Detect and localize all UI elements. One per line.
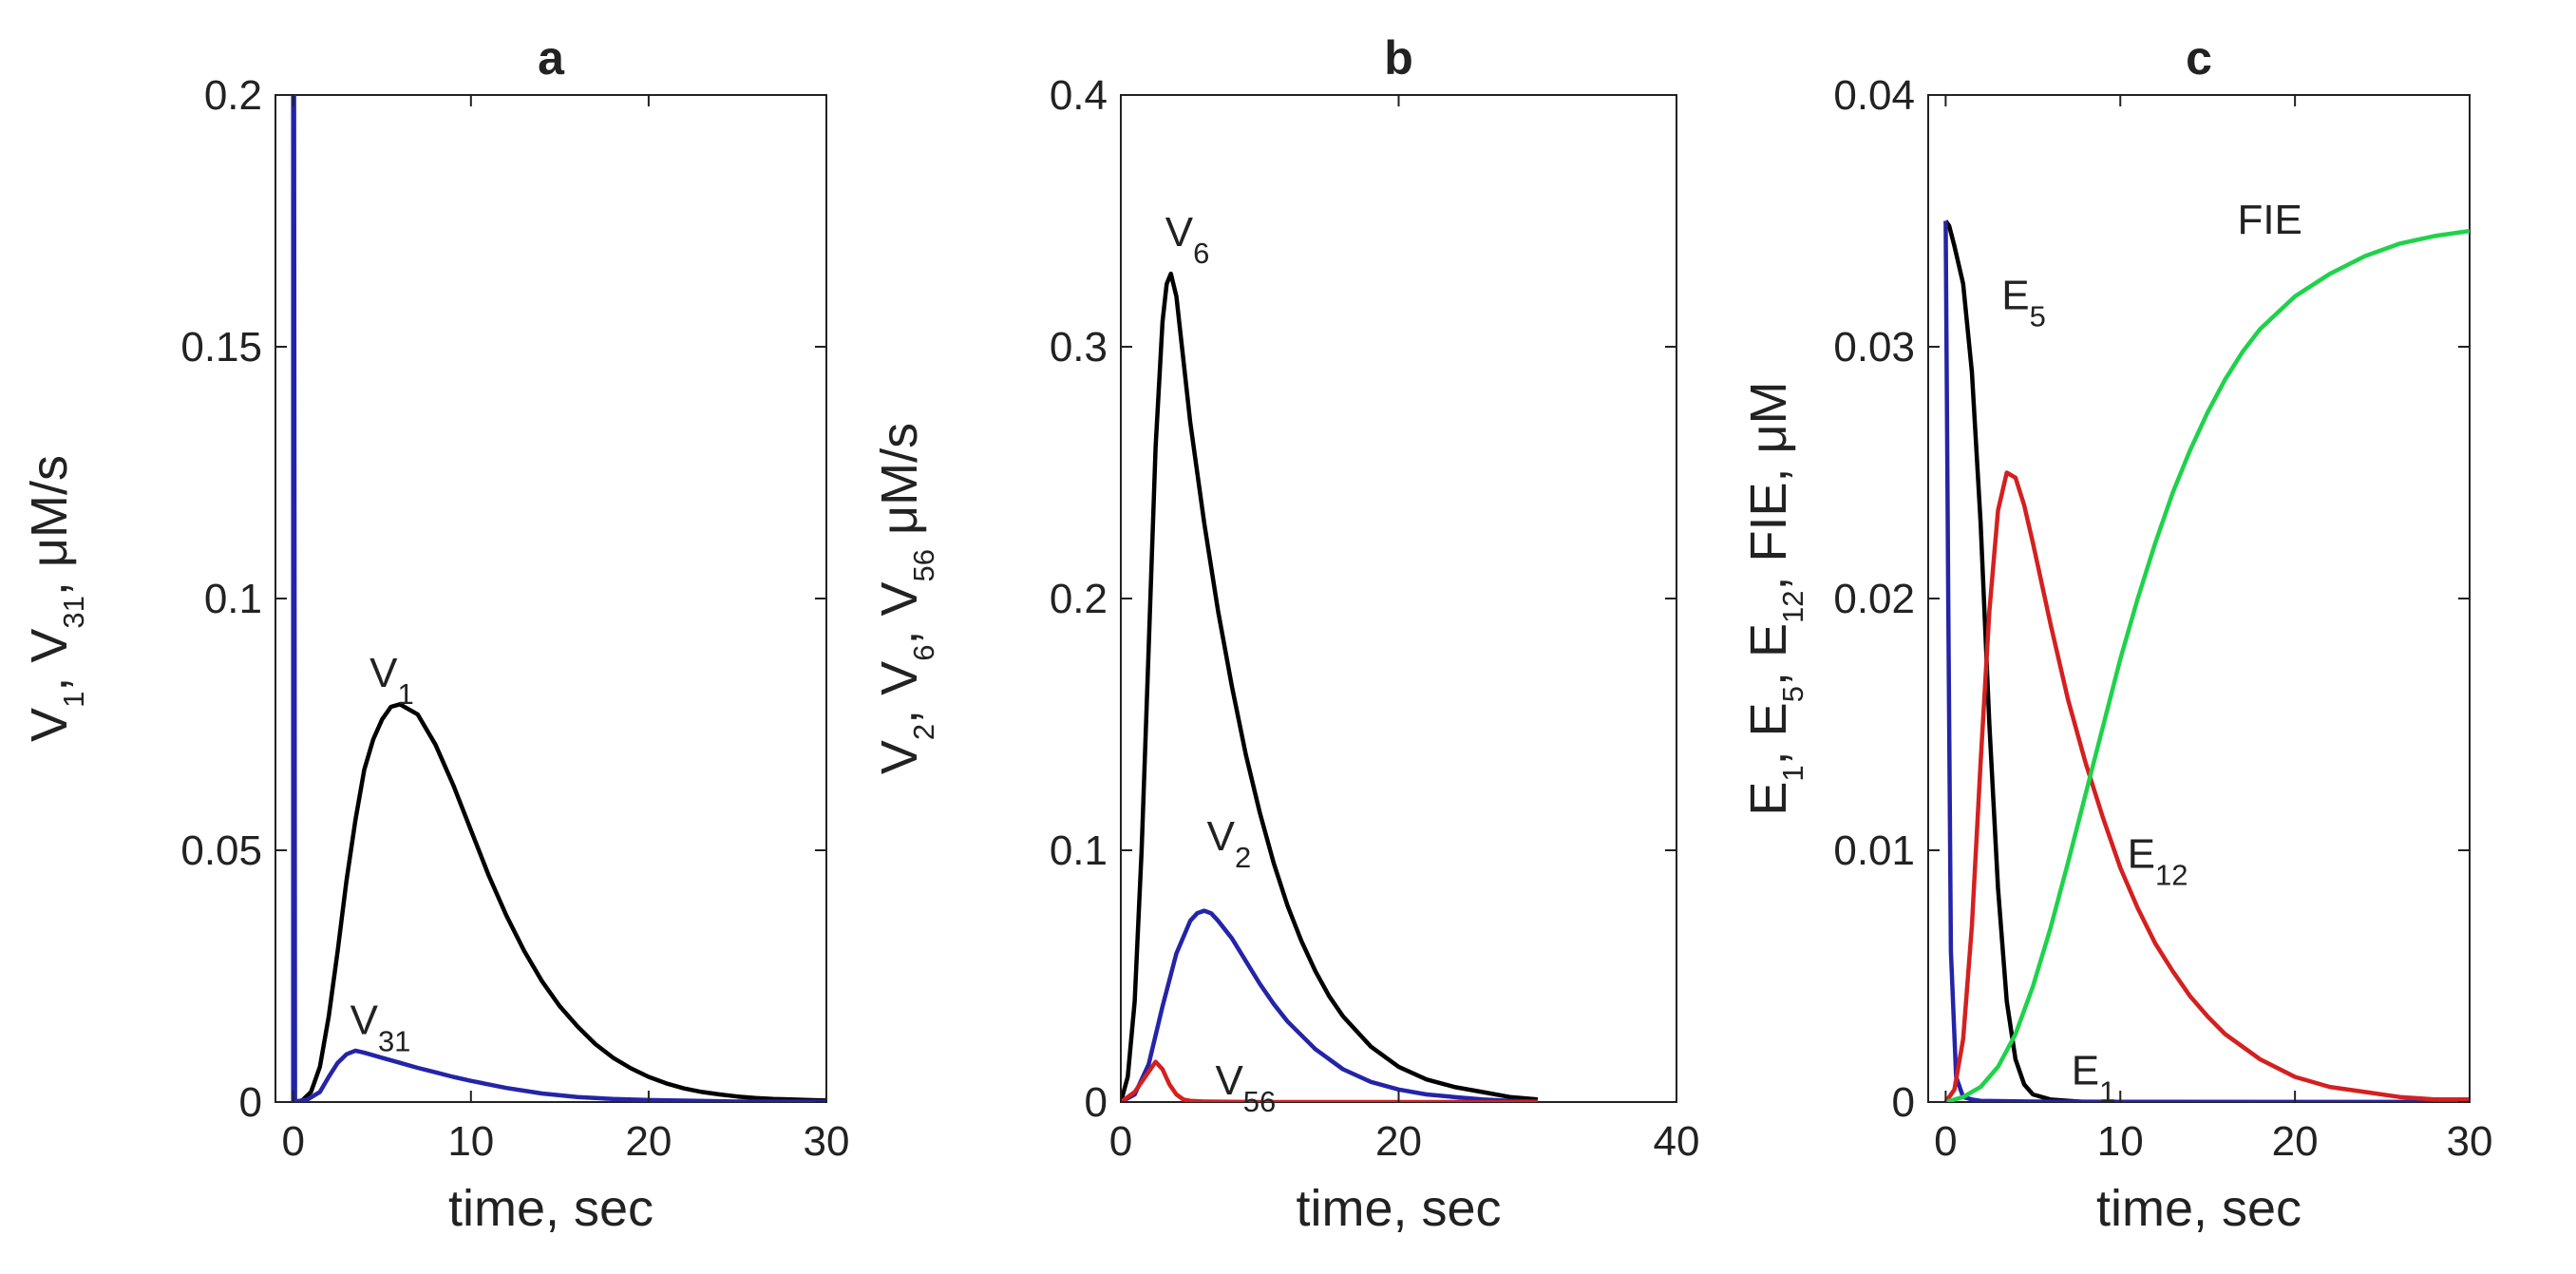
- series-annotation-v31: V31: [350, 997, 411, 1057]
- series-line-v31: [293, 1048, 826, 1102]
- series-annotation-v6: V6: [1165, 209, 1210, 270]
- plot-frame: [275, 94, 827, 1103]
- x-tick-label: 20: [625, 1118, 672, 1165]
- series-annotation-fie: FIE: [2237, 197, 2301, 243]
- y-tick-label: 0.1: [1050, 827, 1108, 874]
- x-tick-label: 0: [1934, 1118, 1957, 1165]
- y-tick-label: 0.03: [1833, 324, 1915, 371]
- y-tick-label: 0: [1085, 1079, 1108, 1126]
- series-annotation-e1: E1: [2072, 1047, 2116, 1108]
- y-tick-label: 0.04: [1833, 72, 1915, 119]
- series-line-v2: [1121, 908, 1538, 1102]
- y-tick-label: 0: [239, 1079, 262, 1126]
- y-tick-label: 0.05: [180, 827, 262, 874]
- y-tick-label: 0.4: [1050, 72, 1108, 119]
- y-tick-label: 0: [1892, 1079, 1915, 1126]
- panel-c: 0 10 20 30 0 0.01 0.02 0.03 0.04 c time, sec E1, E5…: [1740, 31, 2492, 1237]
- x-axis-title: time, sec: [2096, 1180, 2301, 1237]
- panel-title: a: [538, 31, 565, 85]
- series-line-v1: [293, 702, 826, 1102]
- panel-a: 0 10 20 30 0 0.05 0.1 0.15 0.2 a time, sec V1, V31,…: [21, 31, 849, 1237]
- series-line-e12: [1943, 470, 2470, 1102]
- x-axis-title: time, sec: [448, 1180, 653, 1237]
- y-tick-label: 0.01: [1833, 827, 1915, 874]
- x-tick-label: 0: [281, 1118, 304, 1165]
- x-tick-label: 20: [1375, 1118, 1422, 1165]
- y-axis-title: V1, V31, μM/s: [21, 455, 90, 742]
- x-tick-label: 10: [2097, 1118, 2144, 1165]
- series-annotation-v1: V1: [369, 650, 414, 711]
- series-line-v56: [1121, 1059, 1538, 1102]
- y-tick-label: 0.15: [180, 324, 262, 371]
- x-tick-label: 20: [2272, 1118, 2319, 1165]
- series-annotation-e5: E5: [2001, 272, 2046, 333]
- y-tick-label: 0.3: [1050, 324, 1108, 371]
- series-line-spike: [291, 95, 297, 1102]
- x-tick-label: 40: [1654, 1118, 1700, 1165]
- x-tick-label: 30: [2447, 1118, 2493, 1165]
- panel-title: b: [1384, 31, 1413, 85]
- x-tick-label: 0: [1109, 1118, 1132, 1165]
- y-tick-label: 0.02: [1833, 576, 1915, 622]
- x-tick-label: 30: [804, 1118, 850, 1165]
- y-axis-title: V2, V6, V56 μM/s: [871, 423, 940, 774]
- x-axis-title: time, sec: [1296, 1180, 1501, 1237]
- series-annotation-v56: V56: [1215, 1057, 1276, 1118]
- series-line-fie: [1944, 228, 2470, 1102]
- series-line-v6: [1121, 271, 1538, 1102]
- y-tick-label: 0.2: [1050, 576, 1108, 622]
- y-tick-label: 0.1: [204, 576, 262, 622]
- series-line-e5: [1943, 219, 2470, 1102]
- y-tick-label: 0.2: [204, 72, 262, 119]
- series-line-e1: [1943, 220, 2470, 1102]
- series-annotation-e12: E12: [2128, 831, 2188, 892]
- y-axis-title: E1, E5, E12, FIE, μM: [1740, 381, 1809, 815]
- panel-b: 0 20 40 0 0.1 0.2 0.3 0.4 b time, sec V2, V6, V56 …: [871, 31, 1699, 1237]
- x-tick-label: 10: [447, 1118, 494, 1165]
- panel-title: c: [2186, 31, 2212, 85]
- series-annotation-v2: V2: [1207, 813, 1252, 874]
